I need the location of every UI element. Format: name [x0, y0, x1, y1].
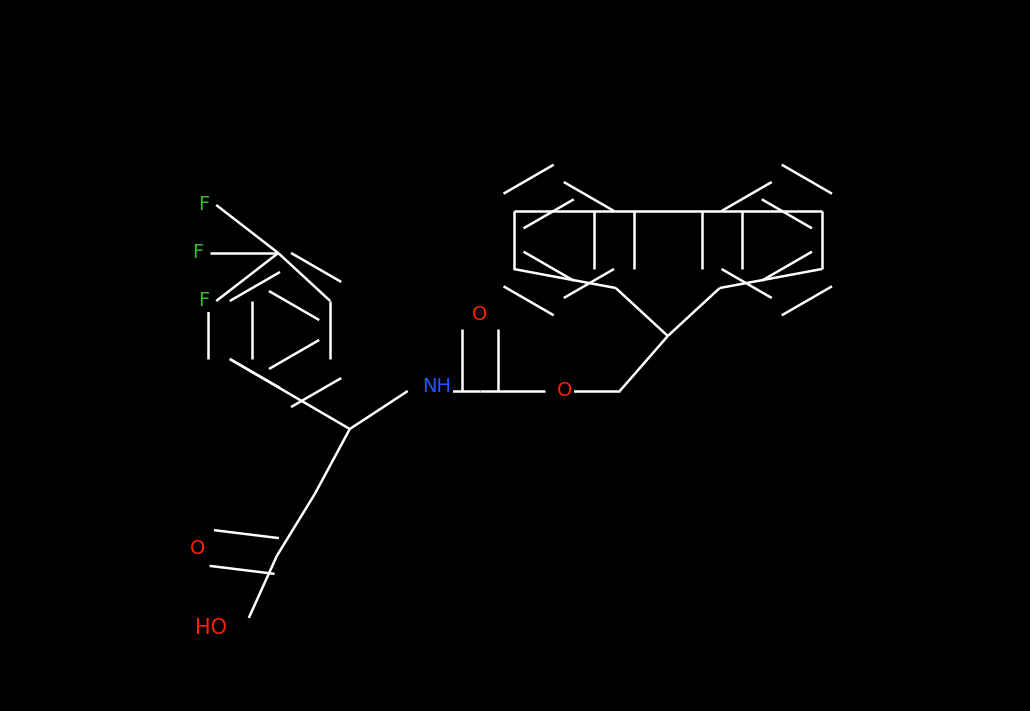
Text: O: O — [472, 306, 487, 324]
Text: F: F — [199, 196, 210, 215]
Text: F: F — [199, 292, 210, 311]
Text: HO: HO — [195, 618, 227, 638]
Text: NH: NH — [421, 378, 451, 397]
Text: F: F — [193, 243, 204, 262]
Text: O: O — [557, 382, 572, 400]
Text: O: O — [191, 538, 205, 557]
